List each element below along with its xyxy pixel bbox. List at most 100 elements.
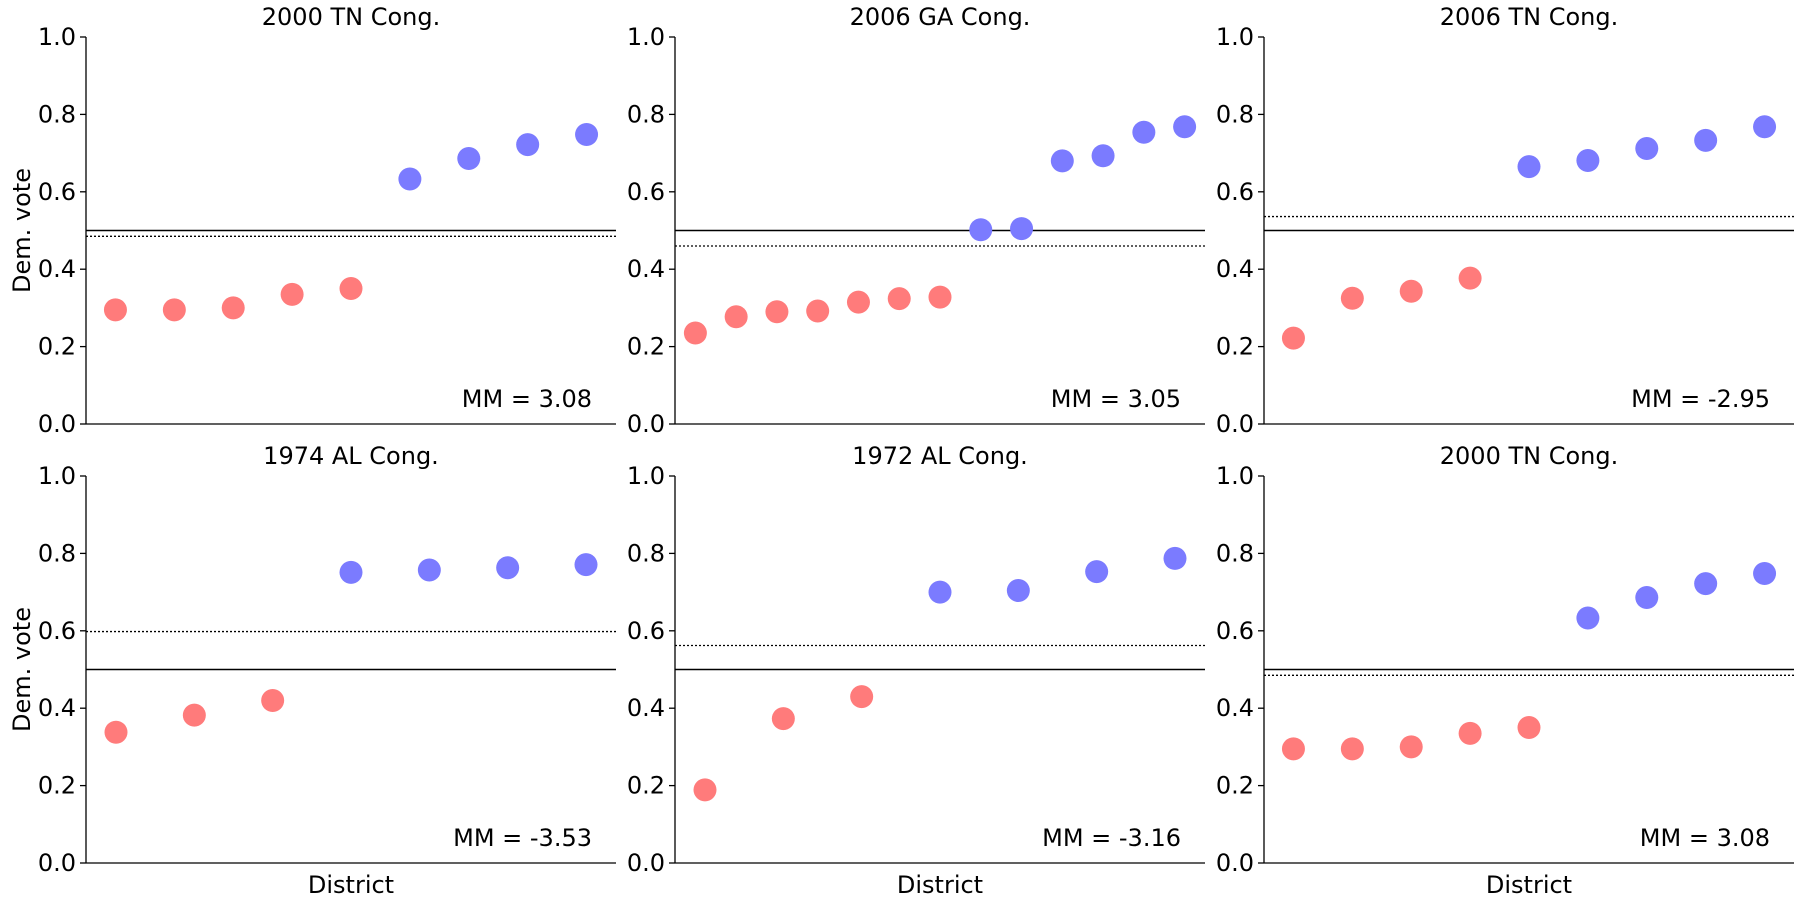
data-point-republican <box>104 720 128 744</box>
data-point-democrat <box>1635 586 1659 610</box>
data-point-democrat <box>1163 546 1187 570</box>
y-tick-label: 0.6 <box>627 617 665 645</box>
y-tick-label: 0.6 <box>1216 617 1254 645</box>
data-point-democrat <box>417 558 441 582</box>
panel-title: 1974 AL Cong. <box>263 442 439 470</box>
panel-title: 2000 TN Cong. <box>262 3 440 31</box>
data-point-republican <box>261 688 285 712</box>
data-point-democrat <box>1006 579 1030 603</box>
y-tick-label: 0.0 <box>627 849 665 877</box>
data-point-democrat <box>1576 606 1600 630</box>
x-axis-label: District <box>308 871 394 899</box>
data-point-democrat <box>339 560 363 584</box>
y-tick-label: 0.6 <box>38 617 76 645</box>
data-point-republican <box>771 707 795 731</box>
data-point-republican <box>280 282 304 306</box>
y-tick-label: 0.8 <box>38 539 76 567</box>
data-point-democrat <box>1050 149 1074 173</box>
data-point-democrat <box>1753 115 1777 139</box>
data-point-democrat <box>574 553 598 577</box>
y-tick-label: 1.0 <box>1216 462 1254 490</box>
y-tick-label: 0.0 <box>1216 410 1254 438</box>
mm-annotation: MM = -2.95 <box>1631 385 1770 413</box>
data-point-democrat <box>516 133 540 157</box>
y-tick-label: 0.6 <box>1216 178 1254 206</box>
y-tick-label: 0.8 <box>1216 100 1254 128</box>
data-point-republican <box>339 277 363 301</box>
y-tick-label: 0.8 <box>627 539 665 567</box>
y-axis-label: Dem. vote <box>8 607 36 732</box>
data-point-republican <box>1281 737 1305 761</box>
y-tick-label: 0.4 <box>38 255 76 283</box>
data-point-democrat <box>575 123 599 147</box>
y-tick-label: 0.2 <box>627 772 665 800</box>
y-tick-label: 1.0 <box>627 462 665 490</box>
y-tick-label: 0.0 <box>627 410 665 438</box>
y-tick-label: 1.0 <box>38 23 76 51</box>
data-point-republican <box>1458 266 1482 290</box>
x-axis-label: District <box>1486 871 1572 899</box>
data-point-democrat <box>1173 115 1197 139</box>
data-point-republican <box>1517 716 1541 740</box>
y-tick-label: 1.0 <box>627 23 665 51</box>
data-point-republican <box>850 685 874 709</box>
data-point-democrat <box>928 580 952 604</box>
y-tick-label: 0.0 <box>38 849 76 877</box>
panel-title: 2006 GA Cong. <box>850 3 1031 31</box>
y-tick-label: 1.0 <box>1216 23 1254 51</box>
data-point-democrat <box>1694 128 1718 152</box>
y-tick-label: 1.0 <box>38 462 76 490</box>
panel-1: 2000 TN Cong. 0.0 0.2 0.4 0.6 0.8 1.0 MM = 3.08… <box>8 3 616 438</box>
y-tick-label: 0.6 <box>38 178 76 206</box>
data-point-republican <box>221 296 245 320</box>
data-point-republican <box>1458 721 1482 745</box>
data-point-republican <box>724 305 748 329</box>
data-point-republican <box>1340 737 1364 761</box>
x-axis-label: District <box>897 871 983 899</box>
data-point-republican <box>765 300 789 324</box>
y-tick-label: 0.2 <box>627 333 665 361</box>
data-point-democrat <box>1517 155 1541 179</box>
data-point-democrat <box>1635 136 1659 160</box>
mm-annotation: MM = 3.05 <box>1051 385 1181 413</box>
data-point-democrat <box>1010 217 1034 241</box>
data-point-democrat <box>1576 148 1600 172</box>
data-point-republican <box>806 299 830 323</box>
data-point-republican <box>887 287 911 311</box>
y-tick-label: 0.0 <box>1216 849 1254 877</box>
mm-annotation: MM = 3.08 <box>462 385 592 413</box>
y-tick-label: 0.4 <box>38 694 76 722</box>
panel-6: 2000 TN Cong. 0.0 0.2 0.4 0.6 0.8 1.0 MM = 3.08… <box>1216 442 1794 899</box>
data-point-republican <box>1399 735 1423 759</box>
y-tick-label: 0.6 <box>627 178 665 206</box>
data-point-republican <box>1399 279 1423 303</box>
y-tick-label: 0.2 <box>1216 772 1254 800</box>
panel-title: 1972 AL Cong. <box>852 442 1028 470</box>
data-point-republican <box>162 298 186 322</box>
y-tick-label: 0.4 <box>1216 255 1254 283</box>
data-point-republican <box>928 285 952 309</box>
y-tick-label: 0.4 <box>627 255 665 283</box>
data-point-republican <box>1281 326 1305 350</box>
data-point-republican <box>1340 286 1364 310</box>
y-axis-label: Dem. vote <box>8 168 36 293</box>
panel-title: 2000 TN Cong. <box>1440 442 1618 470</box>
y-tick-label: 0.0 <box>38 410 76 438</box>
panel-2: 2006 GA Cong. 0.0 0.2 0.4 0.6 0.8 1.0 MM = 3.05 <box>627 3 1205 438</box>
mm-annotation: MM = -3.53 <box>453 824 592 852</box>
y-tick-label: 0.8 <box>38 100 76 128</box>
data-point-democrat <box>398 167 422 191</box>
data-point-republican <box>846 290 870 314</box>
data-point-republican <box>693 778 717 802</box>
data-point-democrat <box>1132 120 1156 144</box>
data-point-democrat <box>1085 560 1109 584</box>
y-tick-label: 0.2 <box>1216 333 1254 361</box>
data-point-democrat <box>496 556 520 580</box>
panel-4: 1974 AL Cong. 0.0 0.2 0.4 0.6 0.8 1.0 MM = -3.5… <box>8 442 616 899</box>
data-point-republican <box>683 321 707 345</box>
data-point-republican <box>182 703 206 727</box>
data-point-democrat <box>969 218 993 242</box>
data-point-democrat <box>1694 572 1718 596</box>
data-point-democrat <box>1091 144 1115 168</box>
